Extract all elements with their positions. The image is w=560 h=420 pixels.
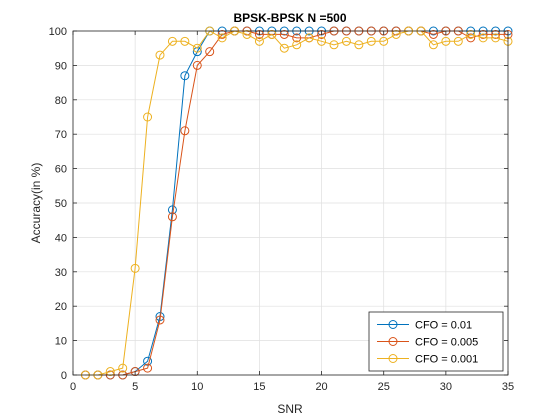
y-tick-label: 50 [55, 198, 67, 210]
y-tick-label: 40 [55, 232, 67, 244]
y-tick-label: 80 [55, 95, 67, 107]
data-point [341, 36, 351, 46]
axis-ticks: 0 5 10 15 20 25 30 35 0 10 20 30 40 50 60 70 80 90 100 [49, 26, 514, 393]
y-tick-label: 30 [55, 267, 67, 279]
series-3 [80, 26, 513, 380]
data-point [254, 36, 264, 46]
data-point [130, 263, 140, 273]
data-point [180, 71, 190, 81]
data-point [167, 212, 177, 222]
data-point [180, 36, 190, 46]
y-tick-label: 10 [55, 336, 67, 348]
data-point [391, 29, 401, 39]
data-point [304, 33, 314, 43]
x-tick-label: 20 [315, 381, 327, 393]
data-point [143, 363, 153, 373]
x-tick-label: 30 [440, 381, 452, 393]
data-point [105, 367, 115, 377]
data-point [466, 33, 476, 43]
y-tick-label: 70 [55, 129, 67, 141]
legend-entry: CFO = 0.001 [377, 354, 478, 366]
legend-label: CFO = 0.005 [415, 337, 478, 349]
data-point [205, 47, 215, 57]
data-point [267, 29, 277, 39]
data-point [379, 36, 389, 46]
data-point [167, 36, 177, 46]
data-point [478, 33, 488, 43]
legend: CFO = 0.01 CFO = 0.005 CFO = 0.001 [368, 311, 504, 372]
data-point [478, 29, 488, 39]
x-tick-label: 15 [253, 381, 265, 393]
data-point [491, 29, 501, 39]
x-tick-label: 35 [502, 381, 514, 393]
data-point [292, 40, 302, 50]
legend-marker [388, 320, 398, 329]
data-point [453, 36, 463, 46]
legend-label: CFO = 0.01 [415, 320, 472, 332]
data-point [466, 29, 476, 39]
data-point [428, 40, 438, 50]
data-point [292, 33, 302, 43]
legend-label: CFO = 0.001 [415, 354, 478, 366]
data-point [441, 36, 451, 46]
data-point [317, 36, 327, 46]
data-point [242, 29, 252, 39]
data-point [143, 356, 153, 366]
data-point [491, 33, 501, 43]
data-point [366, 36, 376, 46]
data-point [428, 29, 438, 39]
legend-entry: CFO = 0.005 [377, 337, 478, 349]
data-point [279, 29, 289, 39]
y-tick-label: 20 [55, 301, 67, 313]
data-point [180, 126, 190, 136]
x-tick-label: 5 [132, 381, 138, 393]
x-axis-label: SNR [277, 402, 303, 416]
data-point [192, 60, 202, 70]
x-tick-label: 25 [378, 381, 390, 393]
data-point [317, 29, 327, 39]
y-tick-label: 0 [61, 370, 67, 382]
x-tick-label: 0 [70, 381, 76, 393]
data-point [155, 50, 165, 60]
data-point [143, 112, 153, 122]
legend-entry: CFO = 0.01 [377, 320, 472, 332]
y-tick-label: 60 [55, 164, 67, 176]
data-point [279, 43, 289, 53]
data-point [155, 315, 165, 325]
data-point [192, 43, 202, 53]
x-tick-label: 10 [191, 381, 203, 393]
y-tick-label: 100 [49, 26, 67, 38]
data-point [217, 33, 227, 43]
legend-marker [388, 354, 398, 363]
data-point [354, 40, 364, 50]
data-point [254, 29, 264, 39]
chart-title: BPSK-BPSK N =500 [233, 11, 346, 25]
legend-marker [388, 337, 398, 346]
data-point [118, 363, 128, 373]
y-tick-label: 90 [55, 60, 67, 72]
data-point [130, 367, 140, 377]
data-point [329, 40, 339, 50]
y-axis-label: Accuracy(in %) [29, 163, 43, 244]
